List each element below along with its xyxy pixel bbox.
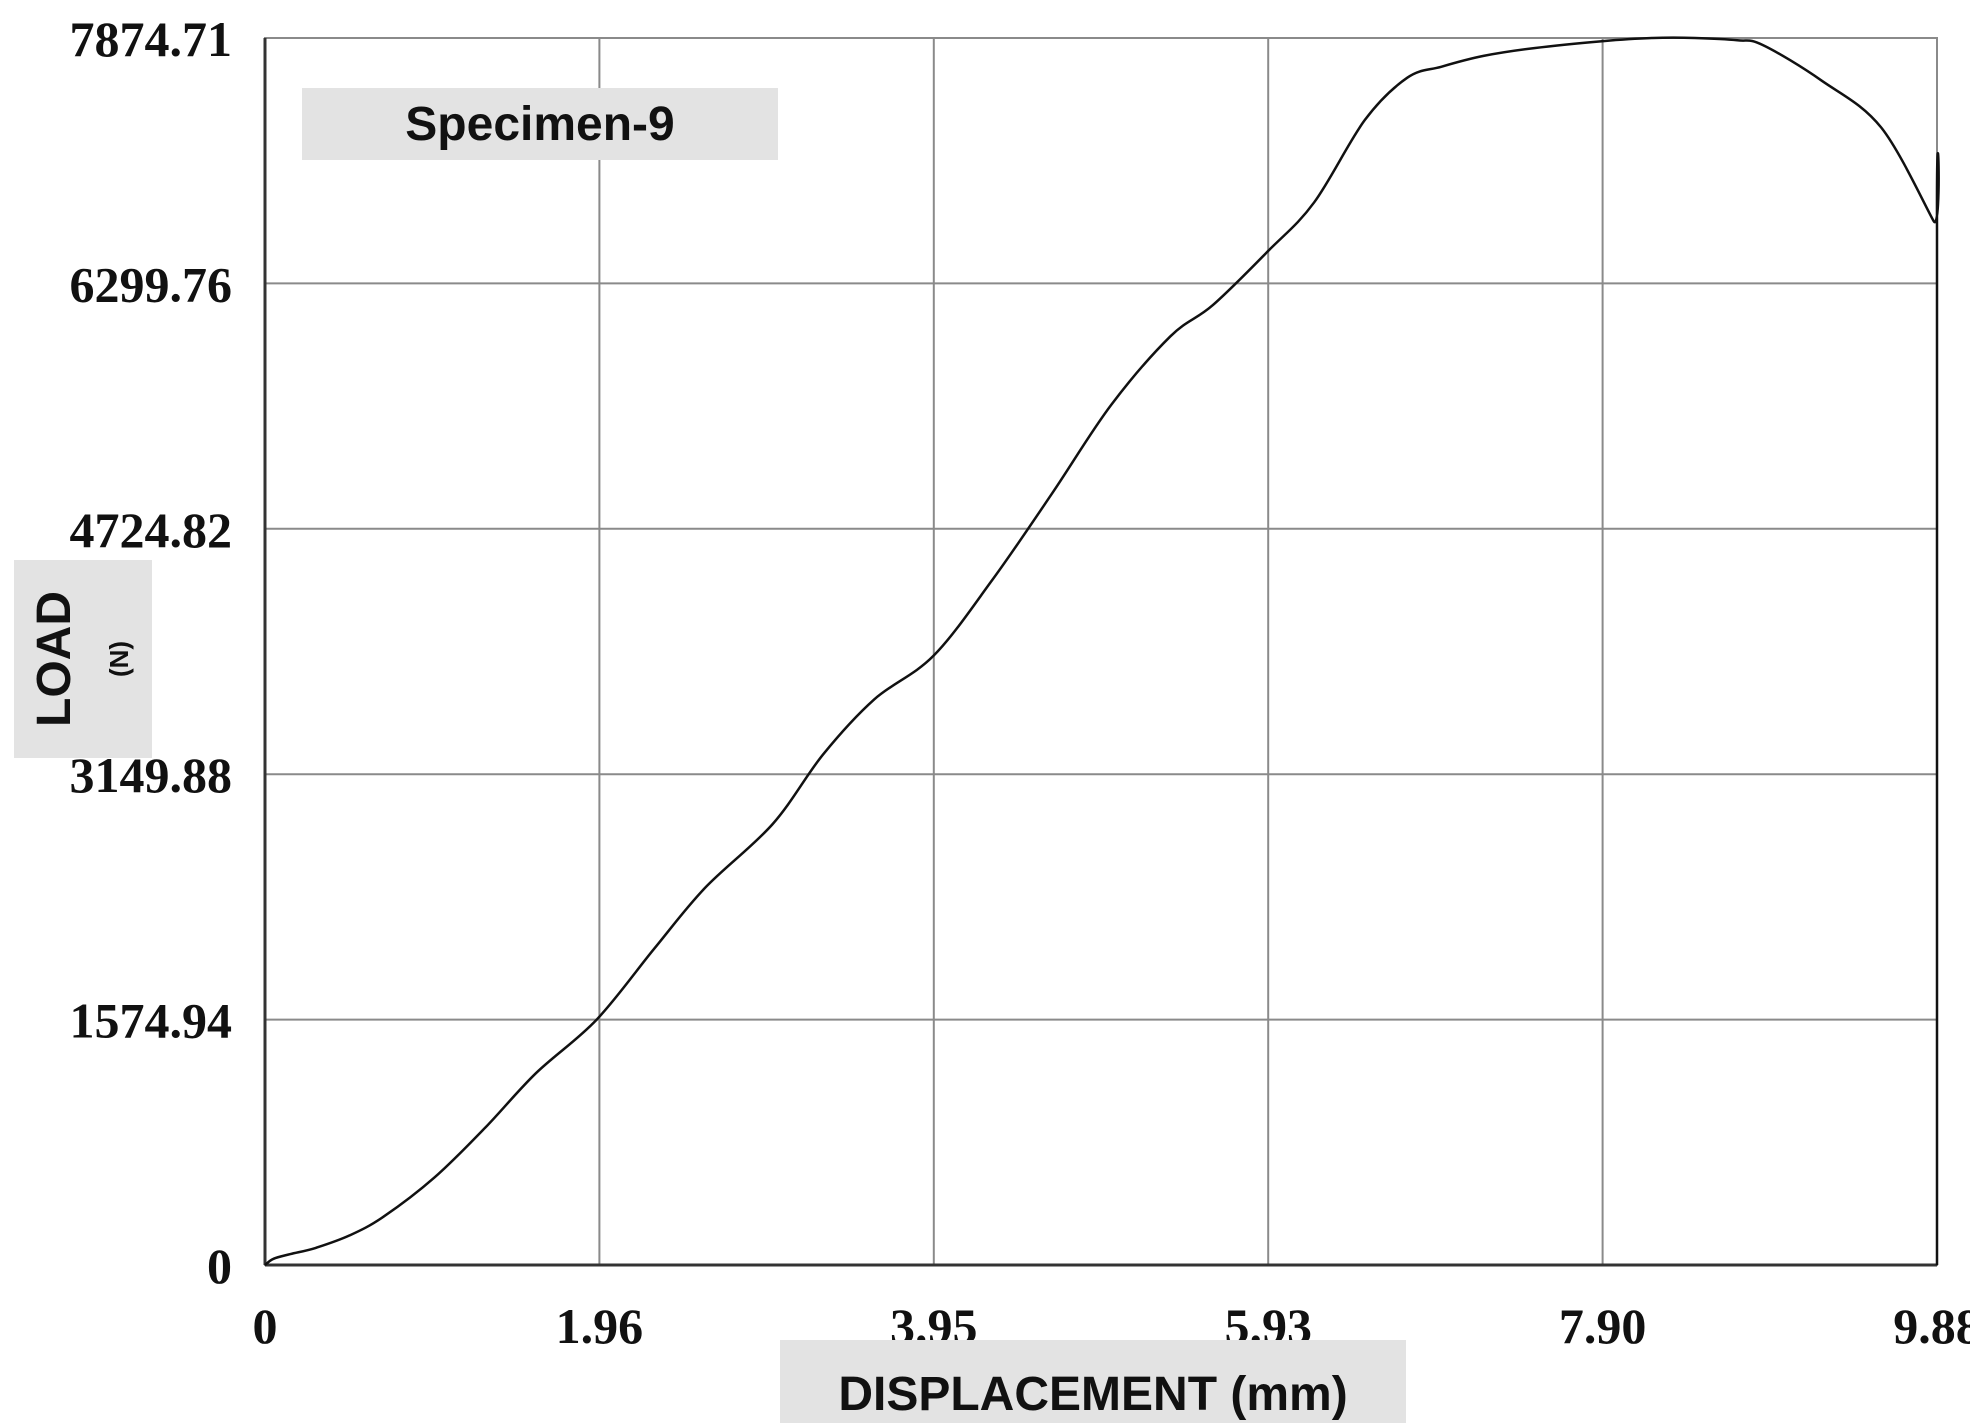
plot-frame: [264, 37, 1938, 1266]
series-line: [264, 36, 1940, 1267]
x-axis-title-group: DISPLACEMENT (mm): [780, 1340, 1406, 1423]
legend: Specimen-9: [302, 88, 778, 160]
y-axis-title-group: LOAD (N): [14, 560, 152, 758]
y-tick-label: 7874.71: [70, 11, 233, 67]
y-tick-label: 4724.82: [70, 502, 233, 558]
x-tick-label: 1.96: [556, 1298, 644, 1354]
x-tick-label: 7.90: [1559, 1298, 1647, 1354]
x-axis-title-box: [780, 1340, 1406, 1423]
series-layer: [264, 36, 1940, 1267]
y-tick-label: 1574.94: [70, 993, 233, 1049]
x-tick-label: 9.88: [1893, 1298, 1970, 1354]
y-tick-label: 0: [207, 1238, 232, 1294]
y-axis-title-box: [14, 560, 152, 758]
x-tick-label: 0: [253, 1298, 278, 1354]
y-axis-unit: (N): [104, 641, 134, 677]
axes: 0 1.96 3.95 5.93 7.90 9.8801574.943149.884724…: [70, 11, 1970, 1354]
x-axis-title: DISPLACEMENT (mm): [838, 1368, 1347, 1421]
grid: [264, 37, 1938, 1266]
y-tick-label: 6299.76: [70, 256, 233, 312]
legend-box: [302, 88, 778, 160]
legend-label: Specimen-9: [405, 98, 674, 151]
y-axis-title: LOAD: [28, 591, 81, 727]
